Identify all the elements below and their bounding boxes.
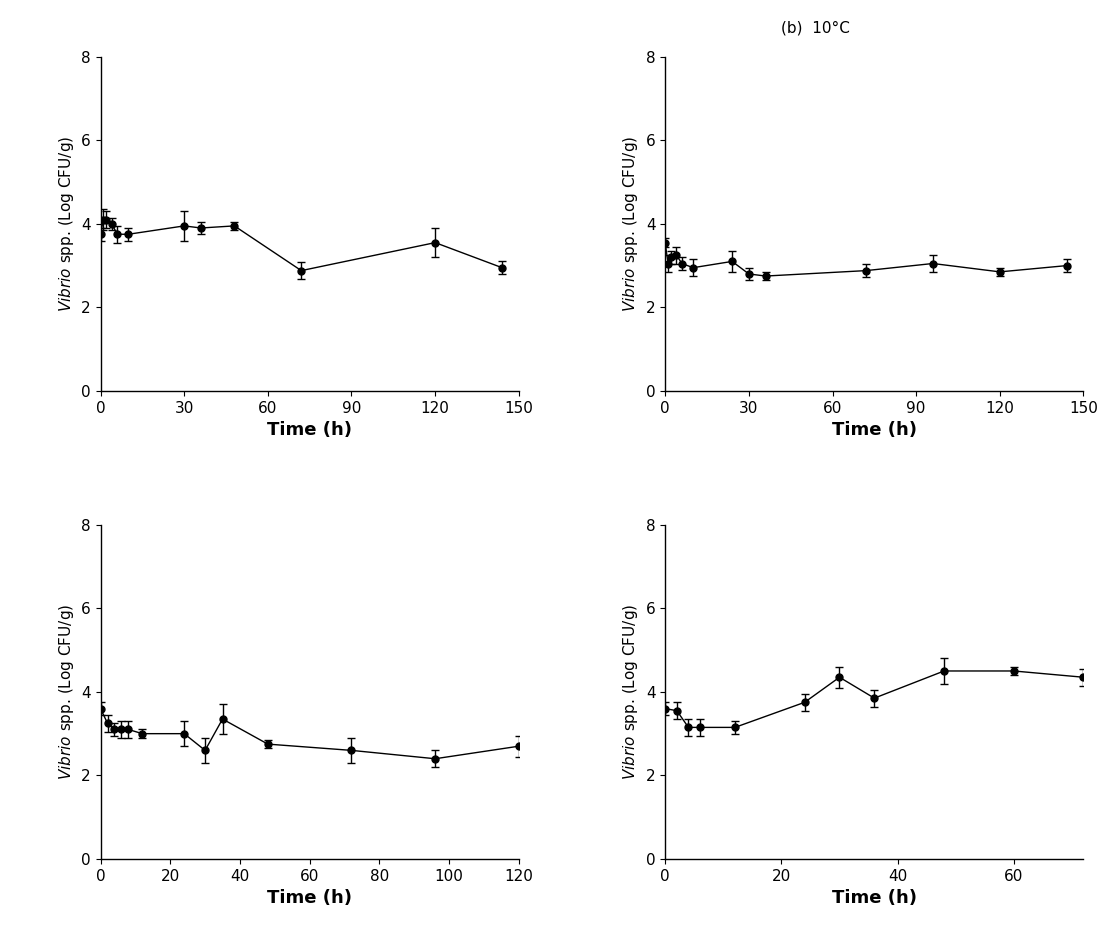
Y-axis label: $\it{Vibrio}$ spp. (Log CFU/g): $\it{Vibrio}$ spp. (Log CFU/g) [621,136,640,312]
Y-axis label: $\it{Vibrio}$ spp. (Log CFU/g): $\it{Vibrio}$ spp. (Log CFU/g) [621,604,640,780]
X-axis label: Time (h): Time (h) [832,889,917,907]
X-axis label: Time (h): Time (h) [267,889,352,907]
Text: (b)  10°C: (b) 10°C [781,21,850,36]
Y-axis label: $\it{Vibrio}$ spp. (Log CFU/g): $\it{Vibrio}$ spp. (Log CFU/g) [57,136,76,312]
X-axis label: Time (h): Time (h) [267,421,352,439]
Y-axis label: $\it{Vibrio}$ spp. (Log CFU/g): $\it{Vibrio}$ spp. (Log CFU/g) [57,604,76,780]
X-axis label: Time (h): Time (h) [832,421,917,439]
